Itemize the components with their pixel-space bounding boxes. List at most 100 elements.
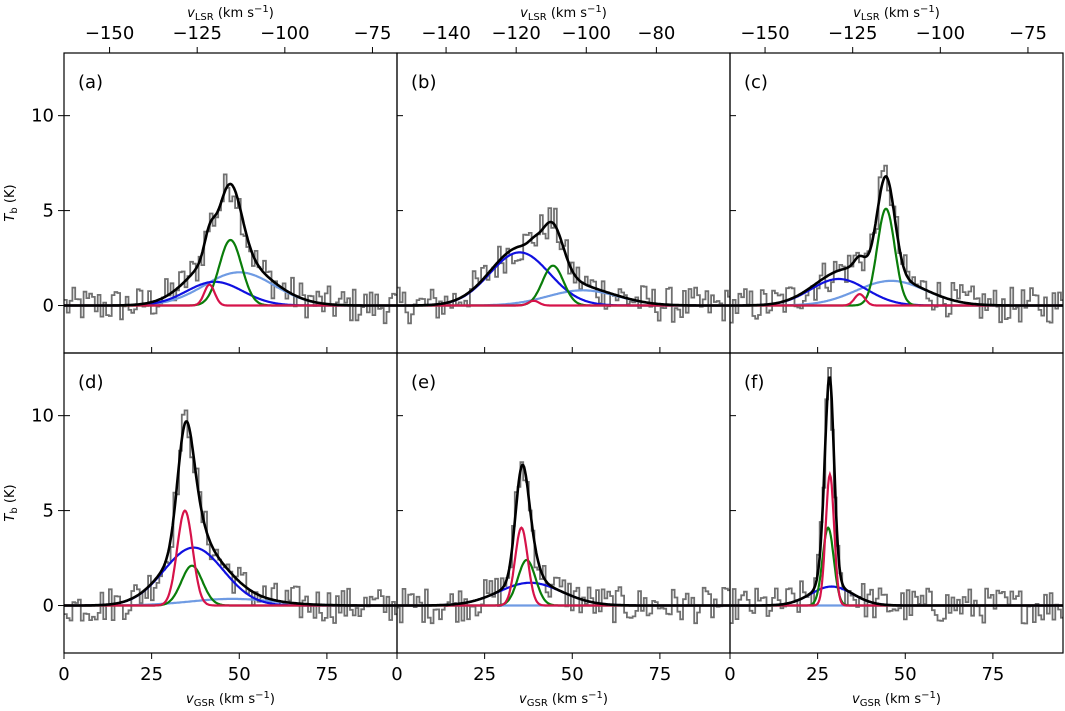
top-tick-label: −120 <box>491 23 540 44</box>
label-suffix: ) <box>602 6 607 21</box>
data-histogram <box>730 164 1063 324</box>
panel-b: (b) −140 −120 −100 −80 vLSR (km s−1) <box>396 4 731 354</box>
label-sub: LSR <box>195 12 214 23</box>
component-red-line <box>730 470 1063 607</box>
x-axis-label-gsr: vGSR (km s−1) <box>186 690 275 709</box>
x-tick-label: 75 <box>648 664 671 685</box>
y-tick-label: 10 <box>31 406 54 427</box>
x-axis-label-gsr: vGSR (km s−1) <box>852 690 941 709</box>
x-tick-label: 25 <box>140 664 163 685</box>
label-main: v <box>519 692 527 707</box>
x-axis-label-gsr: vGSR (km s−1) <box>519 690 608 709</box>
label-main: v <box>187 6 195 21</box>
panel-plot-area <box>730 367 1063 625</box>
panel-frame <box>63 52 398 354</box>
panel-label: (c) <box>744 72 768 93</box>
label-suffix: ) <box>936 692 941 707</box>
label-main: T <box>3 213 18 222</box>
label-main: v <box>520 6 528 21</box>
data-histogram <box>730 367 1063 625</box>
label-sup: −1 <box>921 690 936 701</box>
data-histogram <box>397 461 730 625</box>
label-unit: (km s <box>548 692 589 707</box>
label-sup: −1 <box>255 690 270 701</box>
x-tick-label: 50 <box>228 664 251 685</box>
label-sup: −1 <box>587 4 602 15</box>
top-tick-label: −150 <box>740 23 789 44</box>
x-tick-label: 0 <box>724 664 735 685</box>
panel-plot-area <box>730 164 1063 324</box>
top-tick-label: −125 <box>828 23 877 44</box>
label-unit: (km s <box>881 692 922 707</box>
panel-c: (c) −150 −125 −100 −75 vLSR (km s−1) <box>729 4 1064 354</box>
x-axis-label-lsr: vLSR (km s−1) <box>853 4 940 23</box>
panel-frame <box>729 352 1064 654</box>
component-red-line <box>397 526 730 607</box>
label-sub: GSR <box>860 698 881 709</box>
label-main: T <box>3 513 18 522</box>
top-tick-label: −75 <box>353 23 391 44</box>
label-sup: −1 <box>920 4 935 15</box>
y-tick-label: 5 <box>43 201 54 222</box>
label-sup: −1 <box>588 690 603 701</box>
label-unit: (km s <box>880 6 921 21</box>
top-tick-label: −100 <box>562 23 611 44</box>
top-tick-label: −100 <box>916 23 965 44</box>
data-histogram <box>64 409 397 624</box>
label-sub: LSR <box>528 12 547 23</box>
x-tick-label: 25 <box>806 664 829 685</box>
label-sub: b <box>9 207 20 213</box>
label-sub: GSR <box>527 698 548 709</box>
label-unit: (km s <box>215 692 256 707</box>
label-sub: LSR <box>861 12 880 23</box>
panel-label: (e) <box>411 372 436 393</box>
panel-e: (e) 0 25 50 75 vGSR (km s−1) <box>391 352 731 709</box>
data-histogram <box>64 173 397 325</box>
label-unit: (km s <box>547 6 588 21</box>
label-sub: GSR <box>194 698 215 709</box>
label-suffix: ) <box>935 6 940 21</box>
panel-label: (d) <box>78 372 103 393</box>
y-tick-label: 0 <box>43 596 54 617</box>
x-axis-label-lsr: vLSR (km s−1) <box>520 4 607 23</box>
y-axis-label: Tb (K) <box>3 184 20 221</box>
total-fit-line <box>730 174 1063 307</box>
y-tick-label: 5 <box>43 501 54 522</box>
panel-plot-area <box>397 207 730 325</box>
total-fit-line <box>397 220 730 307</box>
panel-d: (d) 0 5 10 0 25 50 75 vGSR (km s−1) Tb (K) <box>3 352 398 709</box>
x-tick-label: 75 <box>315 664 338 685</box>
x-axis-label-lsr: vLSR (km s−1) <box>187 4 274 23</box>
y-tick-label: 0 <box>43 296 54 317</box>
label-suffix: ) <box>270 692 275 707</box>
panel-plot-area <box>64 173 397 325</box>
panel-frame <box>396 52 731 354</box>
label-unit: (K) <box>3 184 18 207</box>
top-tick-label: −125 <box>172 23 221 44</box>
x-tick-label: 0 <box>58 664 69 685</box>
label-main: v <box>852 692 860 707</box>
y-tick-label: 10 <box>31 106 54 127</box>
panel-label: (a) <box>78 72 103 93</box>
total-fit-line <box>64 182 397 307</box>
component-green-line <box>397 558 730 607</box>
top-tick-label: −100 <box>260 23 309 44</box>
panel-f: (f) 0 25 50 75 vGSR (km s−1) <box>724 352 1064 709</box>
x-tick-label: 75 <box>981 664 1004 685</box>
panel-plot-area <box>64 409 397 624</box>
panel-plot-area <box>397 461 730 625</box>
label-suffix: ) <box>603 692 608 707</box>
x-tick-label: 0 <box>391 664 402 685</box>
total-fit-line <box>64 419 397 607</box>
label-sub: b <box>9 507 20 513</box>
label-unit: (km s <box>214 6 255 21</box>
y-axis-label: Tb (K) <box>3 484 20 521</box>
x-tick-label: 50 <box>894 664 917 685</box>
total-fit-line <box>730 376 1063 607</box>
total-fit-line <box>397 463 730 607</box>
x-tick-label: 25 <box>473 664 496 685</box>
panel-frame <box>396 352 731 654</box>
label-sup: −1 <box>254 4 269 15</box>
label-main: v <box>186 692 194 707</box>
